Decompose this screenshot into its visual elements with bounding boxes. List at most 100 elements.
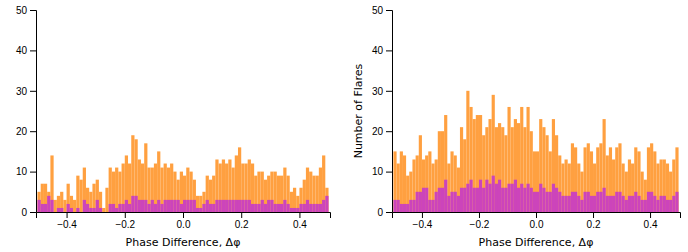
- bar: [222, 200, 225, 212]
- bar: [577, 164, 580, 212]
- tick: 10: [16, 166, 36, 177]
- bar: [577, 196, 580, 212]
- bar: [306, 200, 309, 212]
- bar: [511, 184, 514, 212]
- bar: [186, 200, 189, 212]
- bar: [167, 200, 170, 212]
- bar: [316, 204, 319, 212]
- bar: [561, 164, 564, 212]
- bar: [60, 208, 63, 212]
- bar: [173, 172, 176, 212]
- bar: [112, 204, 115, 212]
- bar: [409, 200, 412, 212]
- bar: [248, 159, 251, 212]
- tick-mark: [299, 212, 300, 218]
- bar: [549, 192, 552, 212]
- bar: [70, 208, 73, 212]
- bar: [397, 164, 400, 212]
- tick: −0.4: [413, 212, 433, 230]
- tick-label: 30: [16, 86, 28, 97]
- bar: [115, 168, 118, 212]
- bar: [552, 184, 555, 212]
- bar: [596, 192, 599, 212]
- bar: [322, 200, 325, 212]
- bar: [631, 196, 634, 212]
- bar: [431, 200, 434, 212]
- bar: [70, 196, 73, 212]
- bar: [76, 208, 79, 212]
- bar: [232, 200, 235, 212]
- bar: [596, 147, 599, 212]
- tick-label: 10: [372, 166, 384, 177]
- bar: [622, 164, 625, 212]
- bar: [215, 159, 218, 212]
- bar: [552, 119, 555, 212]
- bar: [144, 200, 147, 212]
- bar: [37, 192, 40, 212]
- tick-mark: [386, 50, 392, 51]
- bar: [80, 212, 83, 213]
- bar: [138, 200, 141, 212]
- bar: [507, 107, 510, 212]
- bar: [526, 184, 529, 212]
- bar: [274, 172, 277, 212]
- bar: [546, 135, 549, 212]
- bar: [209, 204, 212, 212]
- bar: [264, 180, 267, 212]
- panel: −0.4−0.20.00.20.401020304050Phase Differ…: [352, 5, 681, 249]
- bar: [666, 200, 669, 212]
- bar: [296, 196, 299, 212]
- bar: [634, 192, 637, 212]
- bar: [485, 180, 488, 212]
- bar: [539, 119, 542, 212]
- bar: [54, 212, 57, 213]
- bar: [663, 196, 666, 212]
- bar: [50, 155, 53, 212]
- bar: [173, 200, 176, 212]
- tick: 0.2: [235, 212, 249, 230]
- figure: −0.4−0.20.00.20.401020304050Phase Differ…: [0, 0, 688, 252]
- plot-area: [37, 135, 328, 212]
- bar: [454, 192, 457, 212]
- bar: [641, 172, 644, 212]
- bar: [67, 184, 70, 212]
- bar: [254, 176, 257, 212]
- bar: [454, 155, 457, 212]
- bar: [280, 176, 283, 212]
- bar: [286, 176, 289, 212]
- bar: [397, 200, 400, 212]
- bar: [660, 159, 663, 212]
- bar: [612, 159, 615, 212]
- bar: [164, 164, 167, 212]
- bar: [634, 147, 637, 212]
- tick-label: 0.4: [293, 219, 307, 230]
- bar: [199, 208, 202, 212]
- bar: [650, 143, 653, 212]
- bar: [290, 192, 293, 212]
- tick: 50: [372, 5, 392, 16]
- tick-label: 40: [16, 45, 28, 56]
- bar: [641, 200, 644, 212]
- bar: [99, 208, 102, 212]
- bar: [606, 196, 609, 212]
- bar: [189, 172, 192, 212]
- tick-mark: [422, 212, 423, 218]
- tick-label: 30: [372, 86, 384, 97]
- bar: [637, 151, 640, 212]
- plot-area: [393, 91, 678, 212]
- bar: [587, 192, 590, 212]
- bar: [568, 164, 571, 212]
- tick: 0: [377, 207, 392, 218]
- bar: [542, 127, 545, 212]
- tick: −0.4: [57, 212, 77, 230]
- bar: [450, 151, 453, 212]
- axis-line: [393, 213, 681, 219]
- bar: [144, 143, 147, 212]
- bar: [180, 172, 183, 212]
- bar: [622, 196, 625, 212]
- tick-mark: [125, 212, 126, 218]
- bar: [517, 188, 520, 212]
- bar: [574, 147, 577, 212]
- bar: [466, 91, 469, 212]
- bar: [419, 192, 422, 212]
